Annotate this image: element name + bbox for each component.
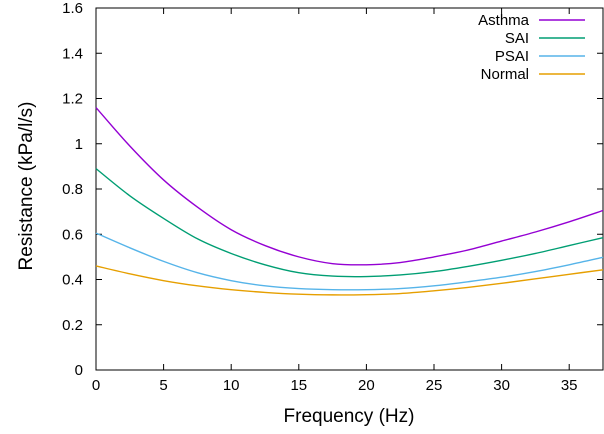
x-tick-label: 20 (358, 377, 375, 394)
legend-label-asthma: Asthma (478, 12, 530, 29)
axis-ticks: 0 5 10 15 20 25 30 35 0 0.2 0.4 0.6 0.8 1 1.2 1.4 1.6 (62, 0, 603, 394)
x-tick-label: 10 (223, 377, 240, 394)
x-tick-label: 35 (561, 377, 578, 394)
series-line-normal (95, 265, 604, 296)
series-lines (95, 107, 604, 296)
y-tick-label: 1.2 (62, 91, 83, 108)
legend-label-sai: SAI (505, 30, 529, 47)
x-tick-label: 5 (159, 377, 167, 394)
series-line-sai (95, 168, 604, 278)
y-tick-label: 0.2 (62, 317, 83, 334)
y-axis-title: Resistance (kPa/l/s) (16, 102, 37, 271)
y-tick-label: 0.4 (62, 272, 83, 289)
y-tick-label: 0.6 (62, 226, 83, 243)
x-tick-label: 15 (290, 377, 307, 394)
y-tick-label: 0 (75, 362, 83, 379)
series-line-psai (95, 232, 604, 291)
y-tick-label: 0.8 (62, 181, 83, 198)
x-axis-title: Frequency (Hz) (284, 406, 415, 427)
x-tick-label: 0 (92, 377, 100, 394)
y-tick-label: 1 (75, 136, 83, 153)
y-tick-label: 1.4 (62, 45, 83, 62)
series-line-asthma (95, 107, 604, 266)
y-tick-label: 1.6 (62, 0, 83, 17)
x-tick-label: 30 (493, 377, 510, 394)
legend-label-normal: Normal (481, 66, 529, 83)
legend-label-psai: PSAI (495, 48, 529, 65)
x-tick-label: 25 (426, 377, 443, 394)
